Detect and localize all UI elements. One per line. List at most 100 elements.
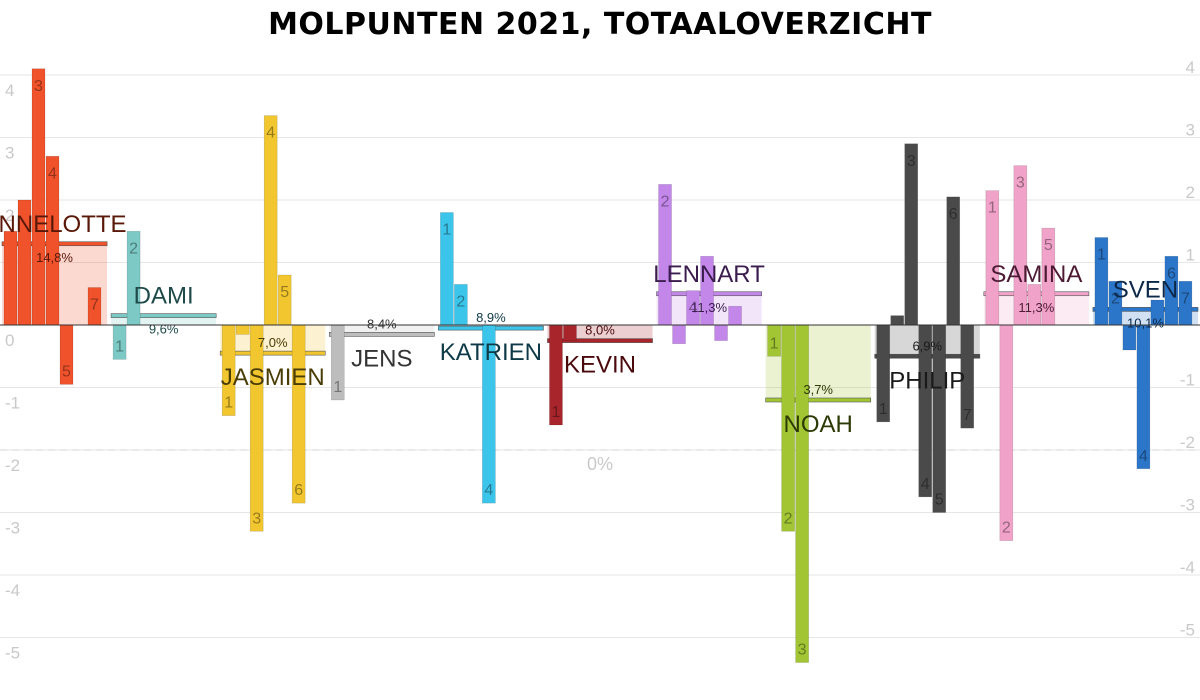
percentage-label: 14,8%: [36, 250, 73, 265]
percentage-label: 8,4%: [367, 316, 397, 331]
y-tick-label-left: 3: [5, 144, 14, 163]
episode-number: 2: [1002, 520, 1011, 537]
y-tick-label-right: -5: [1180, 621, 1195, 640]
contestant-group: [765, 324, 872, 663]
episode-number: 4: [921, 476, 930, 493]
contestant-group: [874, 143, 981, 513]
episode-number: 1: [988, 200, 997, 217]
episode-number: 6: [1167, 265, 1176, 282]
episode-number: 2: [1111, 290, 1120, 307]
contestant-group: [1, 68, 108, 385]
y-tick-label-right: -2: [1180, 433, 1195, 452]
episode-number: 3: [252, 510, 261, 527]
contestant-name: JASMIEN: [221, 364, 325, 391]
contestant-name: NOAH: [784, 411, 853, 438]
episode-number: 4: [48, 165, 57, 182]
episode-number: 7: [90, 297, 99, 314]
contestant-group: [438, 212, 544, 504]
y-tick-label-left: -1: [5, 394, 20, 413]
episode-number: 3: [907, 153, 916, 170]
episode-bar: [563, 324, 577, 341]
episode-bar: [672, 324, 686, 345]
episode-bar: [31, 68, 46, 326]
y-tick-label-left: -5: [5, 644, 20, 663]
contestant-name: SVEN: [1113, 276, 1178, 303]
episode-bar: [3, 230, 18, 326]
y-tick-label-left: 4: [5, 81, 14, 100]
episode-number: 1: [115, 338, 124, 355]
episode-number: 1: [442, 222, 451, 239]
episode-number: 2: [456, 293, 465, 310]
y-tick-label-left: 0: [5, 331, 14, 350]
episode-number: 5: [62, 363, 71, 380]
episode-number: 4: [1139, 448, 1148, 465]
contestant-group: [219, 115, 326, 532]
labels-layer: 3457ANNELOTTE14,8%12DAMI9,6%13456JASMIEN…: [0, 78, 1190, 659]
contestant-group: [547, 324, 653, 426]
chart-title: MOLPUNTEN 2021, TOTAALOVERZICHT: [268, 7, 932, 42]
episode-number: 5: [1044, 237, 1053, 254]
episode-bar: [999, 324, 1014, 541]
episode-number: 5: [935, 492, 944, 509]
y-tick-label-right: 1: [1186, 246, 1195, 265]
episode-bar: [904, 143, 919, 326]
percentage-label: 8,0%: [585, 323, 615, 338]
contestant-name: ANNELOTTE: [0, 211, 127, 238]
y-tick-label-right: 4: [1186, 58, 1195, 77]
episode-number: 2: [129, 240, 138, 257]
contestant-name: KATRIEN: [440, 339, 542, 366]
contestant-name: KEVIN: [564, 352, 636, 379]
episode-number: 2: [661, 193, 670, 210]
y-tick-label-right: -4: [1180, 558, 1195, 577]
total-line: [328, 332, 435, 337]
y-tick-label-left: -4: [5, 581, 20, 600]
episode-number: 6: [294, 482, 303, 499]
episode-number: 7: [1181, 290, 1190, 307]
episode-number: 1: [333, 379, 342, 396]
percentage-label: 11,3%: [691, 300, 727, 315]
y-tick-label-left: 2: [5, 206, 14, 225]
total-line: [547, 338, 653, 343]
episode-number: 4: [484, 482, 493, 499]
episode-number: 4: [266, 125, 275, 142]
episode-number: 1: [1097, 247, 1106, 264]
episode-bar: [728, 305, 742, 326]
total-line: [219, 350, 326, 356]
contestant-group: [110, 230, 217, 360]
episode-number: 1: [552, 404, 561, 421]
percentage-label: 10,1%: [1127, 315, 1164, 330]
contestant-name: JENS: [351, 345, 412, 372]
contestant-name: LENNART: [653, 261, 765, 288]
total-line: [110, 313, 217, 318]
contestant-name: SAMINA: [990, 261, 1082, 288]
percentage-label: 8,9%: [476, 310, 506, 325]
episode-number: 4: [689, 300, 698, 317]
episode-number: 1: [224, 395, 233, 412]
percentage-label: 6,9%: [912, 338, 942, 353]
episode-bar: [249, 324, 264, 532]
episode-bar: [795, 324, 809, 663]
contestant-name: DAMI: [134, 283, 194, 310]
total-line: [765, 397, 872, 403]
reference-line-label: 0%: [587, 454, 613, 474]
contestant-group: [983, 165, 1090, 541]
episode-number: 5: [280, 284, 289, 301]
episode-number: 2: [784, 510, 793, 527]
y-tick-label-left: -2: [5, 456, 20, 475]
percentage-label: 7,0%: [258, 335, 288, 350]
y-tick-label-right: -3: [1180, 496, 1195, 515]
y-tick-label-right: -1: [1180, 371, 1195, 390]
episode-bar: [714, 324, 728, 341]
episode-bar: [291, 324, 306, 504]
bars-layer: [1, 68, 1199, 663]
total-box: [329, 325, 435, 335]
y-tick-label-right: 3: [1186, 121, 1195, 140]
episode-bar: [235, 324, 250, 335]
episode-number: 3: [1016, 175, 1025, 192]
episode-bar: [890, 315, 905, 326]
episode-number: 6: [949, 206, 958, 223]
y-tick-label-right: 2: [1186, 183, 1195, 202]
total-line: [1092, 307, 1199, 312]
episode-number: 1: [879, 401, 888, 418]
